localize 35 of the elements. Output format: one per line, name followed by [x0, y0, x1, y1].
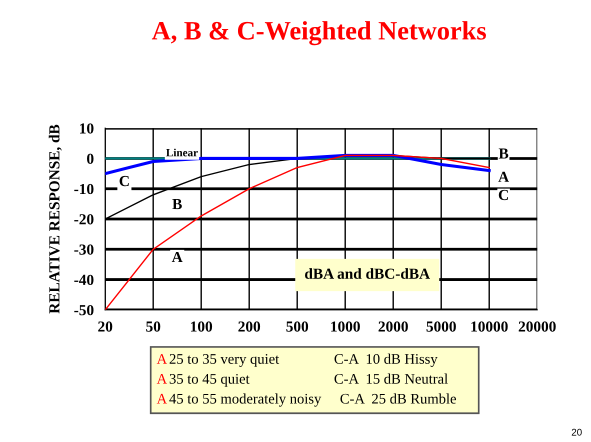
x-tick-label: 500: [286, 321, 308, 332]
y-tick-label: -10: [74, 184, 94, 194]
text: A: [172, 252, 183, 262]
text: A45 to 55 moderately noisy: [156, 393, 322, 407]
chart-title: A, B & C-Weighted Networks: [152, 21, 486, 46]
annotation: dBA and dBC-dBA: [305, 268, 430, 279]
x-tick-label: 10000: [471, 321, 508, 332]
text: B: [172, 199, 182, 210]
text: A 25 to 35 very quiet: [156, 354, 280, 367]
x-tick-label: 200: [238, 321, 260, 332]
series-label: C: [120, 176, 129, 186]
y-tick-label: -30: [74, 244, 94, 255]
text: C: [498, 190, 508, 200]
x-tick-label: 20: [98, 321, 112, 332]
y-tick-label: 10: [80, 123, 94, 134]
x-tick-label: 5000: [426, 321, 456, 332]
y-tick-label: -40: [74, 274, 94, 286]
series-label: Linear: [166, 148, 198, 156]
x-tick-label: 20000: [518, 321, 556, 332]
x-tick-label: 50: [146, 321, 160, 332]
series-label: B: [498, 148, 508, 159]
series-label: A: [498, 172, 510, 182]
text: C-A 10 dB Hissy: [334, 354, 438, 367]
text: C-A 25 dB Rumble: [340, 393, 456, 404]
y-tick-label: -20: [74, 214, 94, 224]
x-tick-label: 1000: [331, 321, 360, 332]
text: A 35 to 45 quiet: [156, 374, 250, 387]
text: C-A 15 dB Neutral: [334, 374, 448, 384]
y-axis-title: RELATIVE RESPONSE, dB: [48, 124, 62, 314]
x-tick-label: 2000: [378, 321, 408, 332]
y-tick-label: -50: [74, 304, 94, 316]
y-tick-label: 0: [87, 154, 94, 164]
x-tick-label: 100: [190, 321, 212, 332]
text: 20: [572, 428, 582, 436]
line-series: [105, 154, 490, 310]
